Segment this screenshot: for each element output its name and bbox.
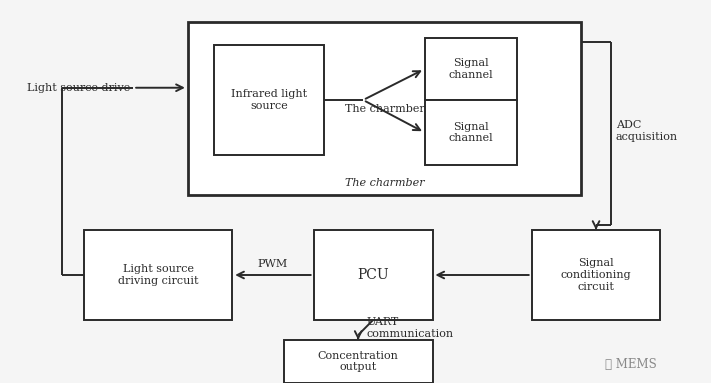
Bar [215,45,324,155]
Text: The charmber: The charmber [345,178,424,188]
Bar [284,340,432,383]
Text: Light source drive: Light source drive [27,83,130,93]
Text: Signal
conditioning
circuit: Signal conditioning circuit [561,259,631,291]
Text: Concentration
output: Concentration output [318,351,399,372]
Bar [314,230,432,320]
Text: ADC
acquisition: ADC acquisition [616,120,678,142]
Text: Signal
channel: Signal channel [449,58,493,80]
Text: Signal
channel: Signal channel [449,122,493,143]
Text: ✿ MEMS: ✿ MEMS [605,358,656,372]
Bar [188,22,581,195]
Bar [424,100,517,165]
Bar [424,38,517,100]
Text: Infrared light
source: Infrared light source [231,89,307,111]
Text: Light source
driving circuit: Light source driving circuit [118,264,198,286]
Bar [532,230,661,320]
Text: UART
communication: UART communication [366,317,453,339]
Text: PWM: PWM [258,259,288,269]
Text: The charmber: The charmber [345,103,424,113]
Bar [84,230,232,320]
Text: PCU: PCU [357,268,389,282]
